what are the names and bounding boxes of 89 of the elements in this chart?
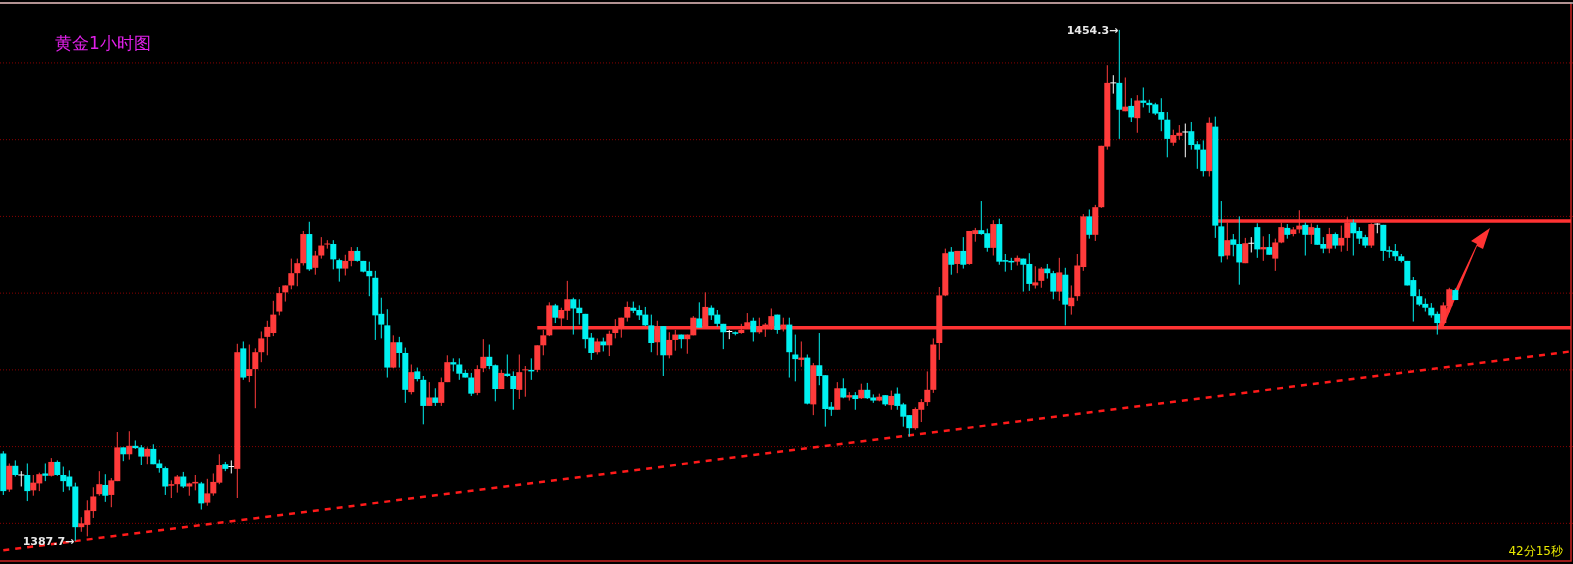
candlestick (570, 297, 577, 336)
candlestick (540, 329, 547, 356)
candlestick (516, 354, 523, 400)
candlestick (552, 303, 559, 324)
candlestick (1248, 236, 1255, 253)
candlestick (324, 239, 331, 250)
candlestick (408, 363, 415, 395)
candlestick (246, 344, 253, 383)
candlestick (348, 246, 355, 267)
candlestick (6, 462, 13, 493)
candlestick (948, 246, 955, 276)
candlestick (702, 291, 709, 329)
candlestick (48, 457, 55, 478)
candlestick (990, 219, 997, 257)
annotation: 1454.3→ (1066, 23, 1119, 37)
candlestick (642, 306, 649, 327)
candlestick (960, 236, 967, 270)
candlestick (36, 472, 43, 492)
candlestick (474, 364, 481, 396)
candlestick (1110, 74, 1117, 95)
candlestick (1068, 284, 1075, 316)
candlestick (480, 338, 487, 373)
candlestick (288, 258, 295, 290)
candlestick (522, 365, 529, 398)
candlestick (276, 286, 283, 316)
candlestick (1266, 233, 1273, 256)
candlestick (336, 258, 343, 283)
candlestick (840, 377, 847, 399)
candlestick (1128, 97, 1135, 123)
candlestick (1368, 222, 1375, 249)
candlestick (396, 336, 403, 369)
candlestick (1308, 222, 1315, 245)
candlestick (1326, 227, 1333, 254)
candlestick (1338, 225, 1345, 253)
candlestick (1272, 238, 1279, 272)
candlestick (654, 320, 661, 356)
candlestick (1374, 222, 1381, 234)
candlestick (228, 459, 235, 474)
candlestick (1224, 222, 1231, 260)
candlestick (204, 478, 211, 507)
text: 42分15秒 (1508, 544, 1563, 558)
candlestick (102, 473, 109, 503)
candlestick (648, 314, 655, 353)
candlestick (720, 323, 727, 350)
candlestick (18, 470, 25, 487)
candlestick (444, 354, 451, 383)
candlestick (1056, 257, 1063, 302)
candlestick (258, 330, 265, 363)
candlestick (1086, 208, 1093, 240)
candlestick (318, 236, 325, 260)
candlestick (252, 347, 259, 409)
candlestick (924, 370, 931, 407)
text: 黄金1小时图 (55, 33, 151, 53)
candlestick (1344, 216, 1351, 252)
candlestick (342, 254, 349, 276)
candlestick (888, 390, 895, 411)
candlestick (1134, 94, 1141, 134)
candlestick (1200, 139, 1207, 177)
candlestick (624, 301, 631, 323)
candlestick (672, 329, 679, 352)
candlestick (696, 301, 703, 329)
candlestick (1242, 237, 1249, 264)
annotation: 1387.7→ (22, 534, 75, 548)
candlestick (1032, 265, 1039, 290)
candlestick (126, 430, 133, 461)
candlestick (1164, 111, 1171, 158)
candlestick (606, 330, 613, 357)
candlestick (330, 239, 337, 270)
candlestick (312, 250, 319, 276)
candlestick (1302, 222, 1309, 257)
candlestick (1254, 222, 1261, 259)
candlestick (1050, 270, 1057, 300)
candlestick (96, 470, 103, 497)
candlestick (24, 462, 31, 502)
candlestick (576, 298, 583, 326)
candlestick (294, 258, 301, 287)
candlestick (834, 381, 841, 411)
candlestick (666, 331, 673, 359)
candlestick (750, 317, 757, 342)
candlestick (438, 377, 445, 407)
candlestick (426, 381, 433, 407)
candlestick (198, 481, 205, 511)
candlestick (468, 372, 475, 397)
candlestick (30, 474, 37, 497)
candlestick (1038, 266, 1045, 289)
candlestick (162, 466, 169, 496)
candlestick (1182, 123, 1189, 158)
candlestick (510, 370, 517, 411)
candlestick (1278, 222, 1285, 244)
